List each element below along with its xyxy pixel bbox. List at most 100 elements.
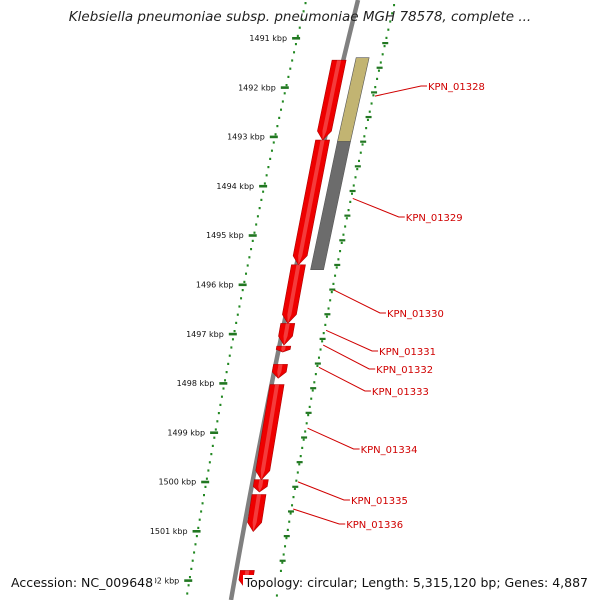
- ruler-dot: [272, 141, 275, 144]
- ruler-tick-label: 1499 kbp: [167, 428, 205, 437]
- ruler-tick-label: 1491 kbp: [249, 34, 287, 43]
- gene-leader: [322, 344, 376, 370]
- track-dot: [337, 258, 340, 261]
- track-dot: [330, 291, 333, 294]
- track-dot: [387, 28, 390, 31]
- track-dot: [316, 364, 319, 367]
- track-dot: [358, 159, 361, 162]
- ruler-dot: [231, 338, 234, 341]
- track-dot: [307, 414, 310, 417]
- ruler-dot: [258, 207, 261, 210]
- gene-arrow: [271, 364, 288, 379]
- track-dot: [293, 487, 296, 490]
- ruler-dot: [227, 362, 230, 365]
- ruler-dot: [293, 51, 296, 54]
- ruler-dot: [228, 354, 231, 357]
- track-dot: [296, 471, 299, 474]
- gene-arrow: [275, 345, 292, 353]
- track-dot: [319, 348, 322, 351]
- gene-label: KPN_01329: [406, 213, 463, 224]
- ruler-dot: [250, 248, 253, 251]
- track-tick: [301, 436, 308, 439]
- track-dot: [389, 20, 392, 23]
- ruler-dot: [240, 297, 243, 300]
- track-tick: [344, 214, 351, 217]
- ruler-dot: [256, 215, 259, 218]
- gene-highlight: [258, 479, 264, 493]
- track-dot: [344, 225, 347, 228]
- track-dot: [292, 496, 295, 499]
- ruler-tick-label: 502 kbp: [147, 576, 180, 585]
- ruler-tick: [210, 431, 219, 434]
- track-dot: [285, 537, 288, 540]
- ruler-dot: [248, 256, 251, 259]
- ruler-tick-label: 1501 kbp: [150, 527, 188, 536]
- track-dot: [322, 332, 325, 335]
- ruler-tick: [259, 184, 268, 188]
- track-dot: [327, 307, 330, 310]
- track-dot: [311, 389, 314, 392]
- track-dot: [282, 553, 285, 556]
- track-tick: [354, 165, 361, 168]
- ruler-dot: [207, 469, 210, 472]
- gene-highlight: [298, 140, 325, 265]
- gene-leader: [318, 366, 371, 392]
- track-dot: [366, 118, 369, 121]
- feature-track-dots: [275, 4, 396, 597]
- gene-highlight: [287, 264, 301, 324]
- track-dot: [321, 340, 324, 343]
- track-dot: [349, 200, 352, 203]
- track-dot: [368, 110, 371, 113]
- gene-highlight: [322, 60, 342, 141]
- ruler-dot: [191, 559, 194, 562]
- ruler-dot: [194, 543, 197, 546]
- ruler-tick: [201, 480, 210, 484]
- gene-leader: [307, 427, 360, 450]
- gene-arrow: [282, 264, 306, 324]
- ruler-tick: [192, 530, 201, 533]
- track-dot: [347, 209, 350, 212]
- ruler-dot: [188, 576, 191, 579]
- track-tick: [310, 387, 317, 390]
- ruler-tick-label: 1494 kbp: [216, 182, 254, 191]
- track-tick: [334, 263, 341, 267]
- track-dot: [393, 4, 396, 7]
- feature-gray: [310, 141, 351, 271]
- track-dot: [361, 143, 364, 146]
- ruler-dot: [270, 149, 273, 152]
- track-tick: [314, 362, 321, 365]
- track-dot: [295, 479, 298, 482]
- track-dot: [335, 266, 338, 269]
- track-dot: [299, 455, 302, 458]
- track-dot: [359, 151, 362, 154]
- ruler-tick: [280, 86, 289, 89]
- gene-leader: [374, 85, 427, 97]
- gene-highlight: [283, 323, 290, 346]
- gene-track: [238, 59, 347, 589]
- ruler-dot: [287, 75, 290, 78]
- gene-arrow: [292, 139, 330, 266]
- gene-label: KPN_01333: [372, 387, 429, 398]
- track-dot: [298, 463, 301, 466]
- track-dot: [377, 69, 380, 72]
- track-tick: [371, 91, 378, 94]
- track-tick: [292, 485, 299, 488]
- track-tick: [305, 411, 312, 414]
- gene-label: KPN_01332: [376, 365, 433, 376]
- gene-leader: [325, 329, 379, 352]
- ruler-tick: [269, 135, 278, 139]
- gene-highlight: [281, 346, 286, 353]
- topology-summary: Topology: circular; Length: 5,315,120 bp…: [242, 575, 590, 590]
- ruler-dot: [193, 551, 196, 554]
- ruler-dot: [269, 157, 272, 160]
- ruler-tick: [238, 283, 247, 287]
- ruler-dot: [225, 371, 228, 374]
- ruler-dot: [211, 444, 214, 447]
- track-tick: [382, 42, 389, 45]
- track-tick: [296, 461, 303, 464]
- track-tick: [319, 337, 326, 340]
- ruler-dot: [210, 453, 213, 456]
- ruler-tick-label: 1493 kbp: [227, 133, 265, 142]
- ruler-dot: [265, 174, 268, 177]
